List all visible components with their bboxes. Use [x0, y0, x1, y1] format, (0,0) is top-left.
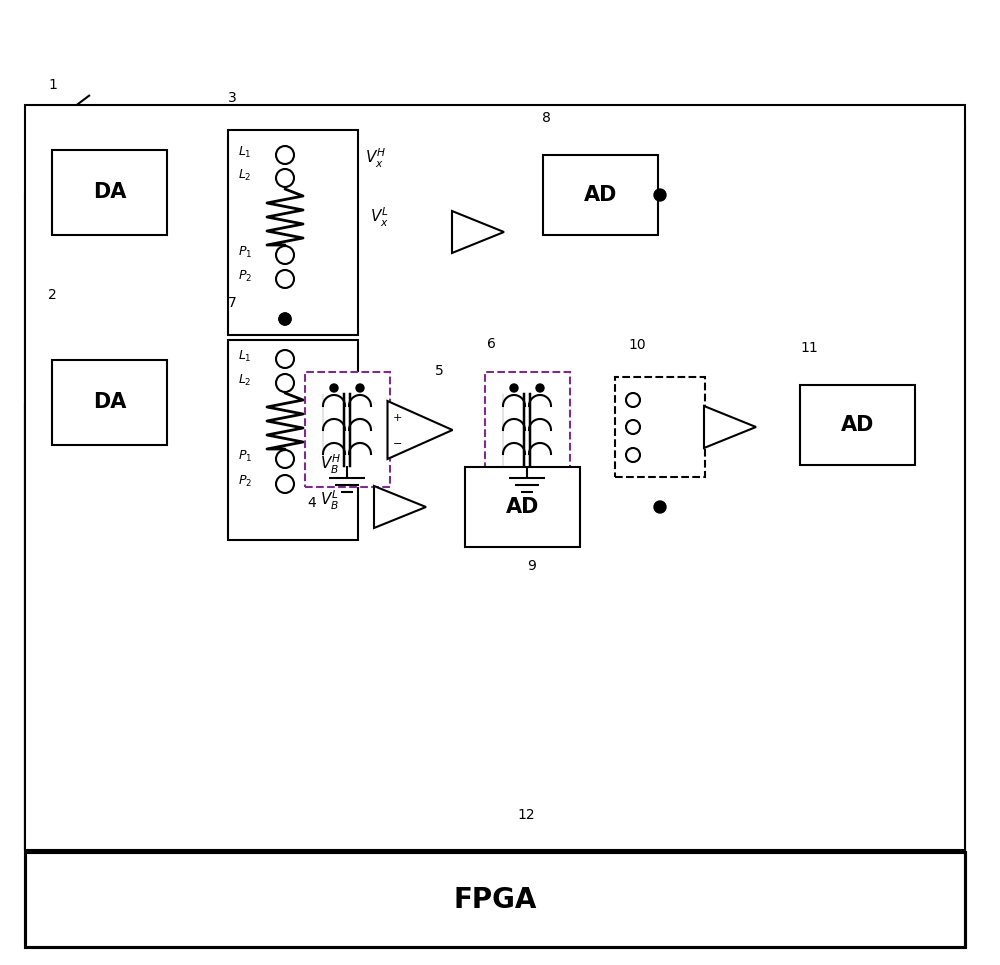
Text: 5: 5	[435, 364, 444, 378]
Text: FPGA: FPGA	[453, 886, 537, 914]
Text: $P_2$: $P_2$	[238, 268, 252, 284]
Text: 12: 12	[517, 808, 535, 822]
Text: 7: 7	[228, 296, 237, 310]
Text: $-$: $-$	[392, 437, 403, 447]
Bar	[305, 372, 390, 487]
Text: 10: 10	[628, 338, 646, 352]
Text: 3: 3	[228, 91, 237, 105]
Text: 6: 6	[487, 337, 496, 351]
Text: $L_1$: $L_1$	[238, 145, 252, 159]
Polygon shape	[452, 211, 504, 253]
Text: 4: 4	[307, 496, 316, 510]
Text: $V_B^H$: $V_B^H$	[320, 453, 341, 476]
Circle shape	[654, 501, 666, 513]
Bar	[25, 105, 965, 850]
Bar	[52, 360, 167, 445]
Circle shape	[279, 313, 291, 325]
Text: 2: 2	[48, 288, 57, 302]
Text: $L_2$: $L_2$	[238, 168, 252, 182]
Bar	[615, 377, 705, 477]
Text: AD: AD	[584, 185, 617, 205]
Text: $P_1$: $P_1$	[238, 244, 252, 260]
Bar	[465, 467, 580, 547]
Polygon shape	[388, 401, 452, 459]
Circle shape	[654, 189, 666, 201]
Text: +: +	[393, 413, 402, 423]
Text: $P_1$: $P_1$	[238, 449, 252, 463]
Text: $L_2$: $L_2$	[238, 372, 252, 388]
Text: 9: 9	[527, 559, 536, 573]
Circle shape	[536, 384, 544, 392]
Bar	[228, 340, 358, 540]
Bar	[800, 385, 915, 465]
Circle shape	[330, 384, 338, 392]
Bar	[485, 372, 570, 487]
Text: 11: 11	[800, 341, 818, 355]
Polygon shape	[704, 406, 756, 448]
Text: 8: 8	[542, 111, 551, 125]
Text: 1: 1	[48, 78, 57, 92]
Text: AD: AD	[506, 497, 539, 517]
Circle shape	[356, 384, 364, 392]
Text: $L_1$: $L_1$	[238, 348, 252, 364]
Polygon shape	[374, 486, 426, 528]
Text: $V_x^L$: $V_x^L$	[370, 206, 389, 229]
Text: $P_2$: $P_2$	[238, 474, 252, 488]
Circle shape	[510, 384, 518, 392]
Text: DA: DA	[93, 393, 126, 412]
Text: DA: DA	[93, 182, 126, 203]
Bar	[25, 852, 965, 947]
Text: AD: AD	[841, 415, 874, 435]
Text: $V_x^H$: $V_x^H$	[365, 147, 386, 170]
Bar	[52, 150, 167, 235]
Text: $V_B^L$: $V_B^L$	[320, 488, 339, 511]
Bar	[543, 155, 658, 235]
Circle shape	[279, 313, 291, 325]
Bar	[228, 130, 358, 335]
